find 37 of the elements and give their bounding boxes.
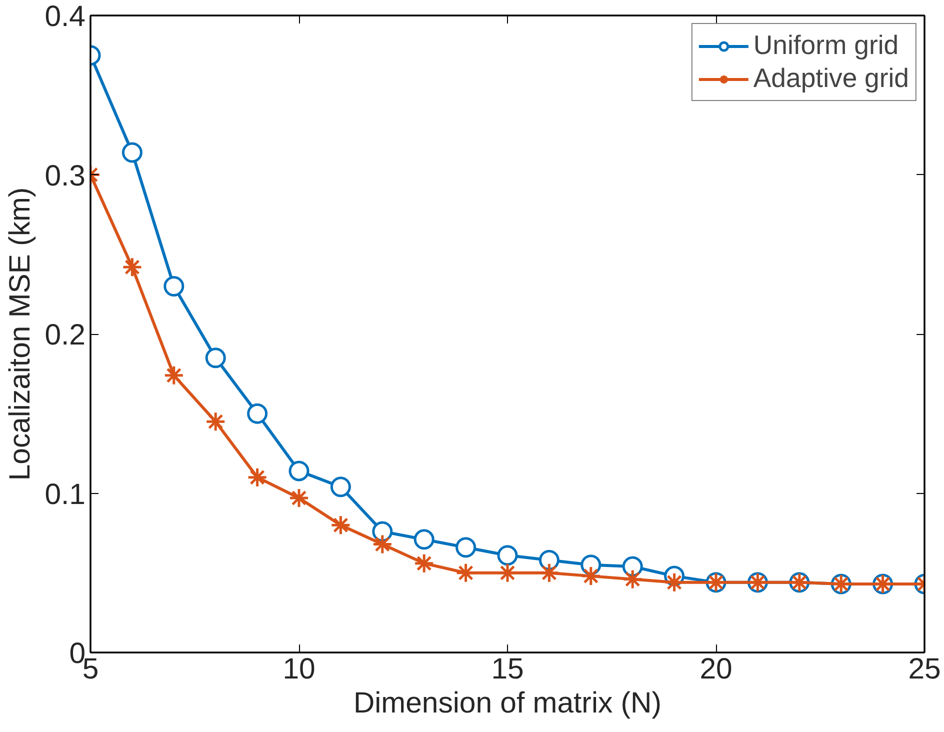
x-axis-title: Dimension of matrix (N) xyxy=(354,686,662,720)
point xyxy=(122,142,142,163)
point xyxy=(247,403,268,424)
point xyxy=(538,562,560,584)
point xyxy=(664,572,685,593)
x-tick-label: 10 xyxy=(282,652,316,686)
y-tick-label: 0.1 xyxy=(44,478,86,511)
legend-label: Uniform grid xyxy=(753,30,899,61)
point xyxy=(288,460,310,482)
point xyxy=(456,537,476,558)
point xyxy=(288,488,310,508)
point xyxy=(580,566,602,586)
y-tick-label: 0.2 xyxy=(44,318,86,352)
x-tick-label: 25 xyxy=(908,652,941,686)
point xyxy=(414,529,434,550)
point xyxy=(122,256,142,278)
point xyxy=(205,348,226,368)
y-tick-label: 0 xyxy=(69,637,86,670)
point xyxy=(538,550,560,570)
point xyxy=(622,568,643,590)
point xyxy=(247,467,268,488)
point xyxy=(497,562,518,584)
y-tick-label: 0.3 xyxy=(44,159,86,192)
point xyxy=(164,276,184,296)
point xyxy=(330,514,351,536)
y-tick-label: 0.4 xyxy=(44,0,86,33)
point xyxy=(330,476,351,498)
point xyxy=(205,411,226,432)
point xyxy=(164,365,184,386)
point xyxy=(372,534,393,554)
x-tick-label: 15 xyxy=(491,652,524,686)
point xyxy=(414,553,434,574)
y-axis-title: Localizaiton MSE (km) xyxy=(4,187,37,481)
point xyxy=(456,562,476,584)
legend-label: Adaptive grid xyxy=(753,63,909,94)
point xyxy=(497,545,518,566)
x-tick-label: 20 xyxy=(700,652,732,686)
